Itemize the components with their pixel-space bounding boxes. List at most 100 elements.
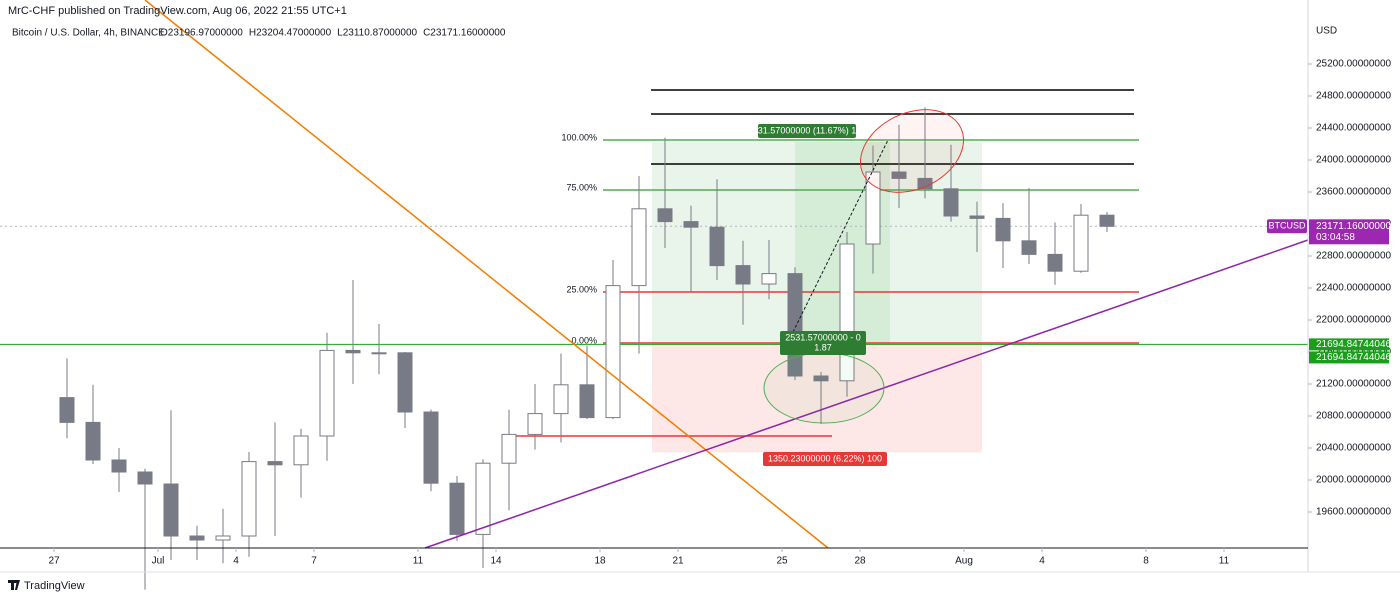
stop-label-box [763, 452, 887, 466]
path-line [792, 139, 889, 333]
candle-body [397, 352, 413, 413]
y-tick-label: 25200.00000000 [1316, 59, 1392, 70]
candle-body [1047, 253, 1063, 272]
candle-body [735, 265, 751, 285]
support-tag [1309, 351, 1389, 364]
candle-body [605, 285, 621, 419]
candle-body [813, 375, 829, 382]
ratio-label: 1.87 [814, 342, 832, 352]
x-tick-label: 4 [233, 556, 239, 567]
x-tick-label: 11 [1219, 556, 1230, 567]
candle-body [449, 482, 465, 535]
footer: TradingView [24, 580, 85, 592]
candle-body [423, 411, 439, 484]
candle-body [631, 208, 647, 287]
candle-body [319, 349, 335, 437]
ellipse [763, 352, 885, 424]
candle-body [475, 462, 491, 535]
symbol: Bitcoin / U.S. Dollar, 4h, BINANCE [12, 28, 165, 39]
candle-body [969, 215, 985, 219]
axis: 19600.00000000 20000.00000000 20400.000000… [48, 59, 1391, 567]
x-tick-label: 11 [413, 556, 424, 567]
candle-body [59, 397, 75, 423]
x-tick-label: 7 [311, 556, 317, 567]
x-tick-label: 21 [672, 556, 684, 567]
candle-body [553, 384, 569, 415]
candle-body [579, 384, 595, 419]
ohlc-label: L23110.87000000 [337, 28, 417, 39]
y-tick-label: 22400.00000000 [1316, 283, 1392, 294]
countdown: 03:04:58 [1316, 232, 1355, 243]
candle-body [345, 349, 361, 354]
price-tag [1309, 219, 1389, 245]
candle-body [943, 188, 959, 217]
candle-body [527, 413, 543, 435]
x-tick-label: 28 [854, 556, 866, 567]
profit-label: 2531.57000000 (11.67%) 100 [748, 125, 866, 135]
candle-body [215, 535, 231, 541]
y-tick-label: 22000.00000000 [1316, 315, 1392, 326]
x-tick-label: 27 [48, 556, 60, 567]
price-tag-label: 23171.16000000 [1316, 221, 1392, 232]
profit-label-box [758, 124, 856, 138]
candle-body [189, 535, 205, 541]
x-tick-label: 4 [1039, 556, 1045, 567]
entry-label-box [780, 331, 866, 355]
candle-body [241, 461, 257, 537]
candle-body [995, 217, 1011, 242]
candle-body [891, 171, 907, 179]
support-tag-label: 21694.84744046 [1316, 352, 1392, 363]
y-tick-label: 20800.00000000 [1316, 411, 1392, 422]
plot-area: 100.00% 75.00% 25.00% 0.00% [0, 89, 1308, 590]
y-tick-label: 24000.00000000 [1316, 155, 1392, 166]
ohlc-label: C23171.16000000 [423, 28, 506, 39]
symbol-tag-label: BTCUSD [1268, 221, 1306, 231]
trend-line [424, 239, 1309, 549]
fib-label: 0.00% [571, 335, 597, 345]
ellipse [859, 109, 965, 193]
candle-body [501, 433, 517, 464]
y-tick-label: 24800.00000000 [1316, 91, 1392, 102]
candle-body [111, 459, 127, 473]
x-tick-label: 25 [776, 556, 788, 567]
fib-label: 100.00% [561, 132, 597, 142]
entry-label: 2531.57000000 - 0 [785, 332, 861, 342]
y-tick-label: 21200.00000000 [1316, 379, 1392, 390]
candle-body [137, 471, 153, 485]
y-tick-label: 24400.00000000 [1316, 123, 1392, 134]
x-tick-label: Jul [152, 556, 165, 567]
support-tag [1309, 338, 1389, 351]
candle-body [85, 421, 101, 461]
x-tick-label: Aug [955, 556, 973, 567]
candle-body [1073, 214, 1089, 272]
candle-body [683, 221, 699, 228]
profit-zone [652, 141, 982, 345]
x-tick-label: 18 [594, 556, 606, 567]
y-tick-label: 23600.00000000 [1316, 187, 1392, 198]
y-tick-label: 20000.00000000 [1316, 475, 1392, 486]
trend-line [144, 0, 829, 549]
stop-label: 1350.23000000 (6.22%) 100 [768, 453, 882, 463]
candle-body [371, 352, 387, 355]
fib-label: 75.00% [566, 182, 597, 192]
candle-body [761, 273, 777, 285]
y-tick-label: 22800.00000000 [1316, 251, 1392, 262]
symbol-tag [1267, 219, 1307, 234]
candle-body [1021, 240, 1037, 255]
candle-body [293, 435, 309, 466]
header: MrC-CHF published on TradingView.com, Au… [8, 5, 347, 17]
candle-body [865, 171, 881, 245]
currency: USD [1316, 26, 1337, 37]
candle-body [1099, 214, 1115, 227]
ohlc-label: O23196.97000000 [160, 28, 243, 39]
candle-body [709, 226, 725, 267]
x-tick-label: 8 [1143, 556, 1149, 567]
x-tick-label: 14 [490, 556, 502, 567]
ohlc-label: H23204.47000000 [249, 28, 332, 39]
fib-label: 25.00% [566, 284, 597, 294]
loss-zone [652, 344, 982, 453]
y-tick-label: 20400.00000000 [1316, 443, 1392, 454]
support-tag-label: 21694.84744046 [1316, 339, 1392, 350]
candle-body [163, 483, 179, 537]
